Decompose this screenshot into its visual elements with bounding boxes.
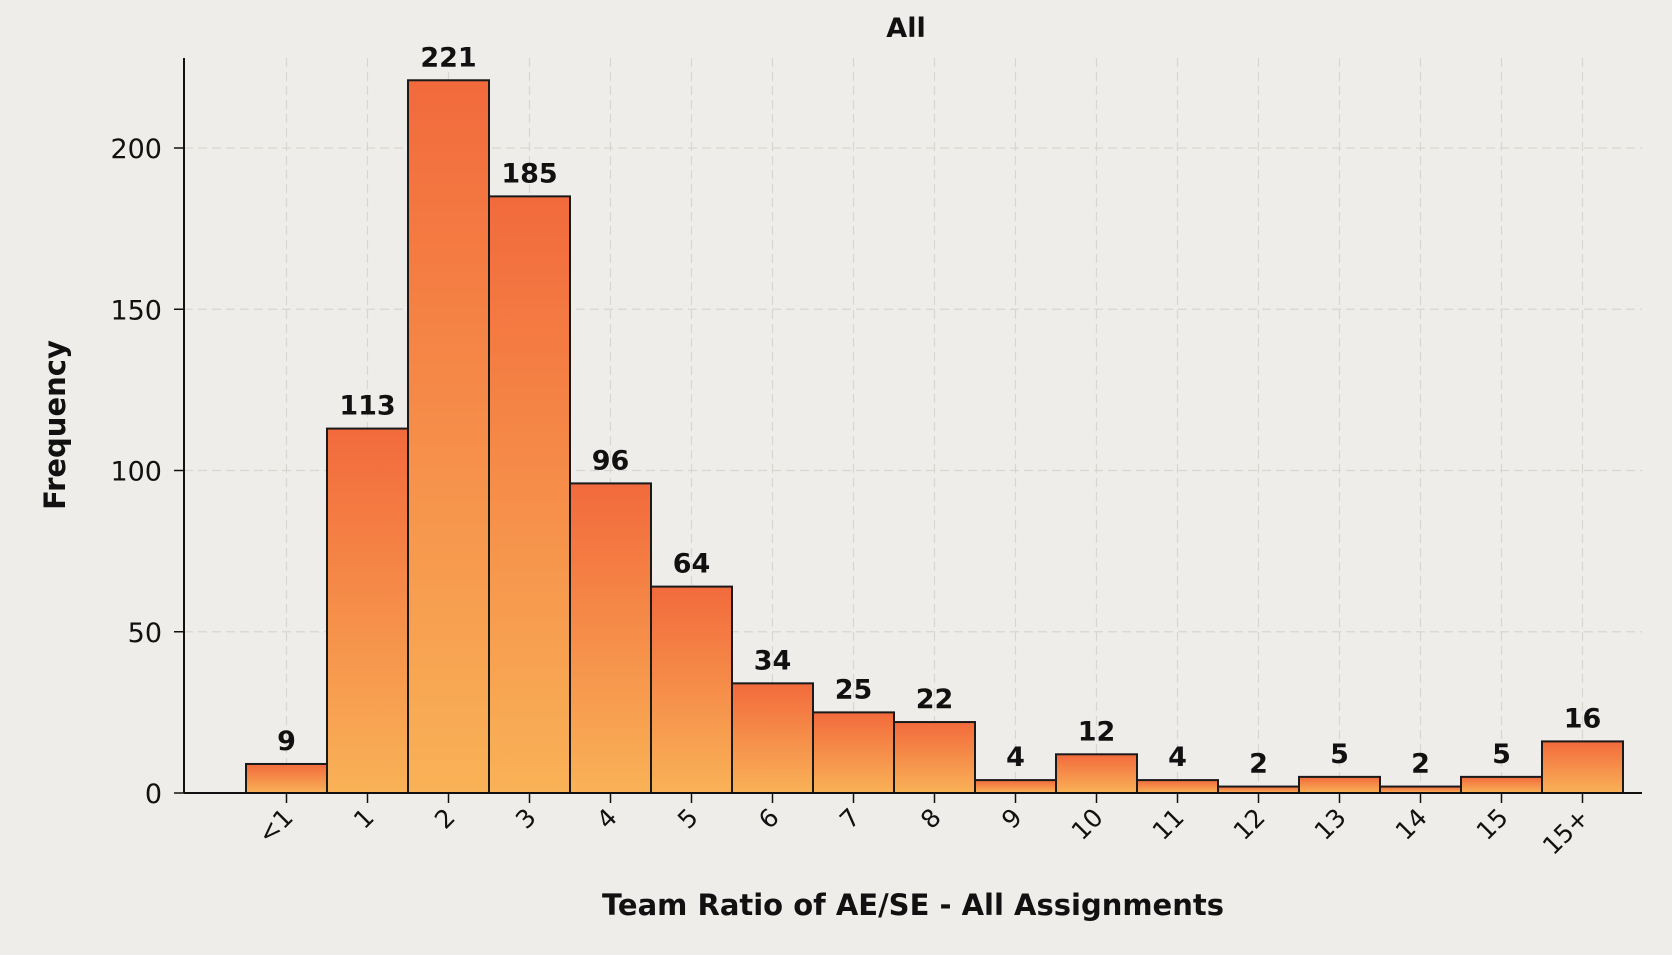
bar-2 <box>407 79 490 794</box>
bar-value-label: 221 <box>420 42 476 73</box>
bar-value-label: 5 <box>1492 739 1511 770</box>
bar-value-label: 4 <box>1168 742 1187 773</box>
bar-<1 <box>245 762 328 794</box>
bar-value-label: 113 <box>339 391 395 422</box>
bar-value-label: 12 <box>1078 716 1116 747</box>
bar-15+ <box>1541 740 1624 795</box>
bar-value-label: 2 <box>1249 749 1268 780</box>
bar-13 <box>1298 775 1381 794</box>
bar-7 <box>812 711 895 794</box>
x-tick-label: 14 <box>1390 803 1433 846</box>
x-tick-label: 15+ <box>1537 803 1595 861</box>
bars <box>245 79 1624 795</box>
x-tick-label: 2 <box>429 803 461 835</box>
x-tick-label: 4 <box>591 803 623 835</box>
axes <box>183 58 1642 794</box>
bar-value-label: 96 <box>592 445 630 476</box>
bar-11 <box>1136 779 1219 794</box>
x-tick-label: 1 <box>348 803 380 835</box>
x-tick-label: 9 <box>996 803 1028 835</box>
bar-4 <box>569 482 652 794</box>
x-tick-label: 7 <box>834 803 866 835</box>
bar-value-label: 64 <box>673 549 711 580</box>
x-tick-label: 3 <box>510 803 542 835</box>
x-tick-label: 13 <box>1309 803 1352 846</box>
bar-value-label: 16 <box>1564 703 1602 734</box>
bar-9 <box>974 779 1057 794</box>
x-tick-label: 8 <box>915 803 947 835</box>
x-axis-label: Team Ratio of AE/SE - All Assignments <box>602 888 1224 922</box>
bar-value-label: 25 <box>835 674 873 705</box>
y-tick-label: 150 <box>110 295 162 326</box>
bar-value-label: 185 <box>501 158 557 189</box>
bar-10 <box>1055 753 1138 794</box>
y-tick-labels: 0 50 100 150 200 <box>110 134 184 810</box>
bar-value-label: 9 <box>277 726 296 757</box>
bar-value-label: 2 <box>1411 749 1430 780</box>
bar-8 <box>893 721 976 794</box>
x-tick-label: <1 <box>252 803 299 850</box>
bar-15 <box>1460 775 1543 794</box>
y-tick-label: 0 <box>145 779 162 810</box>
x-tick-label: 6 <box>753 803 785 835</box>
bar-5 <box>650 585 733 794</box>
y-tick-label: 50 <box>128 618 162 649</box>
x-tick-labels: <1 1 2 3 4 5 6 7 8 9 10 11 12 13 14 15 15+ <box>252 793 1595 861</box>
bar-value-label: 34 <box>754 645 792 676</box>
x-tick-label: 15 <box>1471 803 1514 846</box>
bar-6 <box>731 682 814 794</box>
y-tick-label: 200 <box>110 134 162 165</box>
y-axis-label: Frequency <box>38 340 72 510</box>
bar-3 <box>488 195 571 794</box>
bar-value-label: 22 <box>916 684 954 715</box>
bar-value-label: 5 <box>1330 739 1349 770</box>
bar-value-label: 4 <box>1006 742 1025 773</box>
x-tick-label: 11 <box>1147 803 1190 846</box>
y-tick-label: 100 <box>110 457 162 488</box>
x-tick-label: 5 <box>672 803 704 835</box>
bar-1 <box>326 427 409 794</box>
x-tick-label: 12 <box>1228 803 1271 846</box>
x-tick-label: 10 <box>1066 803 1109 846</box>
chart-title: All <box>886 13 925 44</box>
